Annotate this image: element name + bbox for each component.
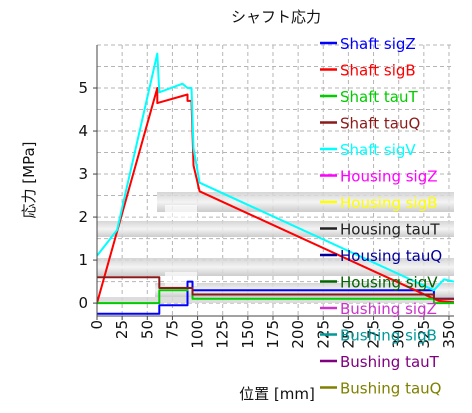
legend-entry: Shaft sigV	[340, 141, 416, 159]
x-tick-label: 275	[365, 320, 383, 349]
legend-entry: Shaft sigZ	[340, 35, 416, 53]
x-tick-label: 350	[440, 320, 458, 349]
y-tick-label: 5	[78, 79, 88, 97]
legend-entry: Housing sigV	[340, 274, 438, 292]
x-tick-label: 250	[339, 320, 357, 349]
x-tick-label: 200	[289, 320, 307, 349]
x-tick-label: 75	[163, 320, 181, 339]
legend-entry: Housing sigB	[340, 194, 438, 212]
x-tick-label: 300	[390, 320, 408, 349]
chart-title: シャフト応力	[231, 8, 321, 26]
legend-entry: Bushing tauT	[340, 353, 440, 371]
x-tick-label: 175	[264, 320, 282, 349]
x-tick-label: 325	[415, 320, 433, 349]
legend-entry: Housing sigZ	[340, 168, 438, 186]
legend-entry: Housing tauT	[340, 221, 440, 239]
legend-entry: Bushing tauQ	[340, 380, 441, 398]
y-tick-label: 2	[78, 208, 88, 226]
y-tick-label: 0	[78, 294, 88, 312]
legend-entry: Housing tauQ	[340, 247, 442, 265]
legend-entry: Bushing sigB	[340, 327, 437, 345]
x-tick-label: 25	[113, 320, 131, 339]
x-tick-label: 100	[189, 320, 207, 349]
legend-entry: Shaft sigB	[340, 62, 416, 80]
y-tick-label: 1	[78, 251, 88, 269]
y-axis-label: 応力 [MPa]	[20, 142, 38, 219]
x-axis-label: 位置 [mm]	[239, 385, 315, 403]
legend-entry: Shaft tauT	[340, 88, 418, 106]
x-tick-label: 0	[88, 320, 106, 330]
shaft-geometry-overlay	[97, 192, 454, 303]
legend: Shaft sigZ Shaft sigB Shaft tauT Shaft tauQ…	[320, 35, 442, 398]
series-layer	[97, 52, 454, 315]
legend-entry: Bushing sigZ	[340, 300, 437, 318]
series-line-3	[97, 276, 454, 300]
y-tick-labels: 0 1 2 3 4 5	[78, 79, 97, 312]
series-line-4	[97, 52, 454, 292]
legend-entry: Shaft tauQ	[340, 115, 420, 133]
x-tick-label: 150	[239, 320, 257, 349]
x-tick-label: 125	[214, 320, 232, 349]
y-tick-label: 3	[78, 165, 88, 183]
x-tick-label: 50	[138, 320, 156, 339]
y-tick-label: 4	[78, 122, 88, 140]
